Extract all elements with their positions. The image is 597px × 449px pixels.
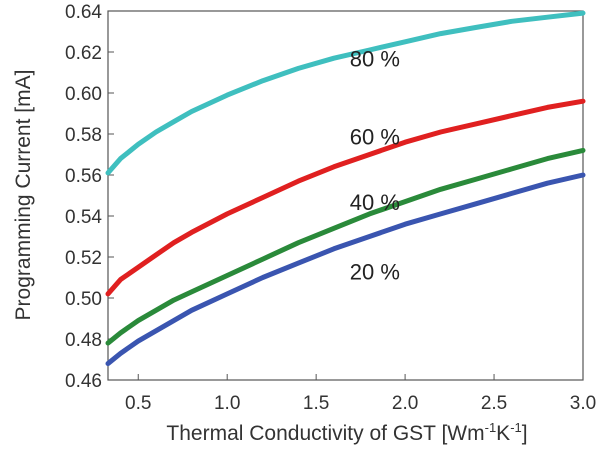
x-tick-label: 3.0 [570,393,596,414]
series-line [105,172,586,367]
series-line [105,98,586,297]
x-tick-label: 1.5 [303,393,329,414]
y-tick-label: 0.48 [65,330,102,351]
y-axis-title: Programming Current [mA] [12,70,35,321]
y-tick-label: 0.46 [65,371,102,392]
series-lines [105,10,586,367]
series-label: 40 % [350,190,400,215]
y-tick-label: 0.62 [65,43,102,64]
y-tick-label: 0.56 [65,166,102,187]
series-line [105,147,586,346]
y-tick-label: 0.60 [65,84,102,105]
series-label: 60 % [350,124,400,149]
y-axis-ticks: 0.46 0.48 0.50 0.52 0.54 0.56 0.58 0.60 0.62 0.64 [65,2,114,392]
x-axis-title: Thermal Conductivity of GST [Wm-1K-1] [166,420,527,445]
x-tick-label: 2.5 [481,393,507,414]
series-labels: 80 % 60 % 40 % 20 % [350,46,400,284]
series-label: 20 % [350,260,400,285]
x-tick-label: 2.0 [392,393,418,414]
x-tick-label: 0.5 [125,393,151,414]
x-axis-ticks: 0.5 1.0 1.5 2.0 2.5 3.0 [125,374,596,414]
y-tick-label: 0.54 [65,207,102,228]
y-tick-label: 0.52 [65,248,102,269]
series-line [105,10,586,176]
y-tick-label: 0.58 [65,125,102,146]
y-tick-label: 0.64 [65,2,102,23]
x-tick-label: 1.0 [214,393,240,414]
series-label: 80 % [350,46,400,71]
y-tick-label: 0.50 [65,289,102,310]
